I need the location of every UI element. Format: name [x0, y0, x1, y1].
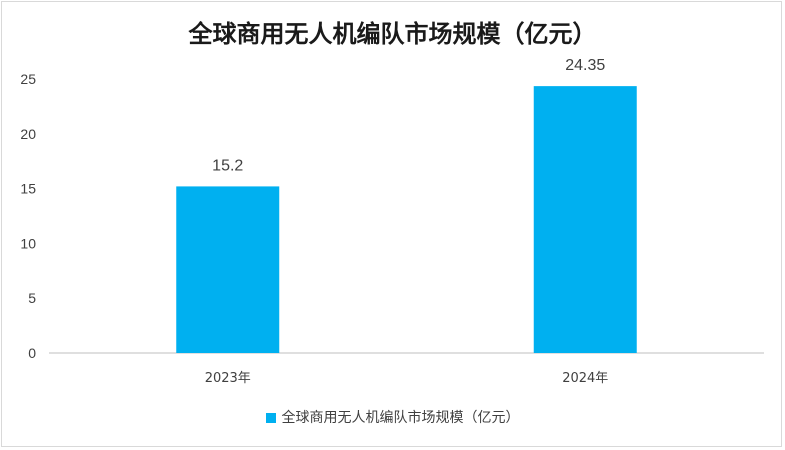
bar[interactable]	[176, 186, 280, 353]
y-tick-label: 5	[28, 290, 36, 306]
x-tick-label: 2023年	[205, 371, 251, 386]
x-tick-label: 2024年	[562, 371, 608, 386]
chart-title: 全球商用无人机编队市场规模（亿元）	[188, 19, 597, 48]
legend-label: 全球商用无人机编队市场规模（亿元）	[281, 410, 520, 426]
bars	[176, 86, 637, 354]
x-axis-categories: 2023年 2024年	[205, 371, 609, 386]
y-tick-label: 15	[20, 181, 36, 197]
data-labels: 15.2 24.35	[212, 57, 605, 174]
legend-swatch	[265, 413, 276, 423]
y-tick-label: 10	[20, 235, 36, 251]
data-label: 15.2	[212, 157, 243, 174]
legend[interactable]: 全球商用无人机编队市场规模（亿元）	[0, 407, 785, 427]
y-tick-label: 0	[28, 345, 36, 361]
y-tick-label: 20	[20, 126, 36, 142]
data-label: 24.35	[565, 57, 605, 74]
y-axis-ticks: 0 5 10 15 20 25	[20, 71, 36, 361]
y-tick-label: 25	[20, 71, 36, 87]
bar[interactable]	[533, 86, 637, 354]
